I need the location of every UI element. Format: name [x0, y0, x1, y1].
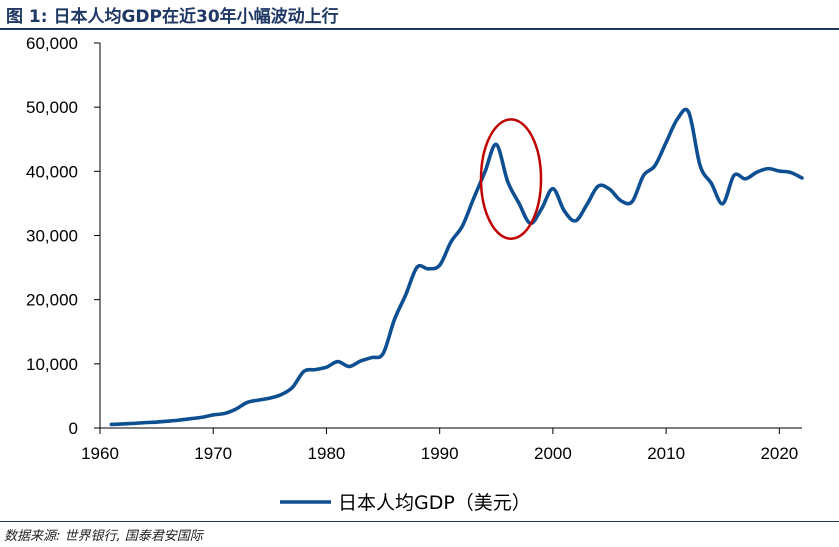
data-point-2014	[709, 181, 713, 185]
data-point-2021	[789, 170, 793, 174]
data-point-2017	[743, 177, 747, 181]
data-point-2020	[777, 169, 781, 173]
data-point-1993	[472, 196, 476, 200]
x-tick-label: 1960	[81, 444, 119, 463]
data-point-1979	[313, 368, 317, 372]
data-point-1968	[189, 417, 193, 421]
data-point-1997	[517, 201, 521, 205]
data-point-1986	[392, 318, 396, 322]
data-point-1964	[143, 421, 147, 425]
series-line-0	[109, 107, 804, 427]
data-point-1969	[200, 415, 204, 419]
data-point-2009	[653, 164, 657, 168]
data-point-1972	[234, 407, 238, 411]
data-point-2006	[619, 199, 623, 203]
legend: 日本人均GDP（美元）	[280, 492, 531, 514]
data-point-1963	[132, 421, 136, 425]
data-point-2008	[641, 174, 645, 178]
y-axis: 0 10,000 20,000 30,000 40,000 50,000 60,000	[26, 34, 101, 438]
data-point-1980	[324, 365, 328, 369]
data-point-2018	[755, 170, 759, 174]
x-tick-label: 2010	[647, 444, 685, 463]
data-point-2019	[766, 167, 770, 171]
annotation-group	[479, 118, 543, 240]
data-point-1962	[121, 422, 125, 426]
data-point-1985	[381, 352, 385, 356]
data-point-2012	[687, 110, 691, 114]
y-tick-label: 30,000	[26, 227, 78, 246]
data-point-1991	[449, 240, 453, 244]
data-point-1982	[347, 365, 351, 369]
data-point-2003	[585, 203, 589, 207]
x-tick-label: 1980	[308, 444, 346, 463]
x-tick-label: 1970	[194, 444, 232, 463]
legend-label: 日本人均GDP（美元）	[338, 492, 531, 514]
data-point-1989	[426, 267, 430, 271]
series-group	[109, 107, 804, 427]
source-divider	[0, 521, 839, 522]
data-point-1984	[370, 356, 374, 360]
data-point-2015	[721, 202, 725, 206]
data-point-2002	[574, 219, 578, 223]
data-point-2011	[675, 117, 679, 121]
data-point-1999	[540, 207, 544, 211]
x-tick-label: 2020	[760, 444, 798, 463]
data-point-2022	[800, 176, 804, 180]
data-point-2016	[732, 173, 736, 177]
data-point-1965	[155, 420, 159, 424]
data-point-1976	[279, 393, 283, 397]
y-tick-label: 40,000	[26, 162, 78, 181]
highlight-ellipse	[479, 118, 543, 240]
y-tick-label: 50,000	[26, 98, 78, 117]
data-point-1961	[109, 422, 113, 426]
data-point-2005	[608, 187, 612, 191]
data-point-1973	[245, 400, 249, 404]
x-axis: 1960 1970 1980 1990 2000 2010 2020	[81, 427, 802, 463]
data-point-1992	[460, 224, 464, 228]
y-tick-label: 60,000	[26, 34, 78, 53]
x-tick-label: 1990	[421, 444, 459, 463]
data-point-1966	[166, 419, 170, 423]
x-tick-label: 2000	[534, 444, 572, 463]
data-point-2013	[698, 164, 702, 168]
y-tick-label: 0	[69, 419, 78, 438]
data-point-1971	[223, 411, 227, 415]
data-point-1974	[257, 398, 261, 402]
data-point-1977	[290, 385, 294, 389]
title-divider	[0, 28, 839, 30]
data-point-1981	[336, 360, 340, 364]
data-point-1996	[506, 179, 510, 183]
data-point-1995	[494, 142, 498, 146]
data-point-1983	[358, 359, 362, 363]
data-point-2001	[562, 209, 566, 213]
data-point-1970	[211, 413, 215, 417]
y-tick-label: 20,000	[26, 291, 78, 310]
data-point-1994	[483, 170, 487, 174]
data-point-1975	[268, 396, 272, 400]
data-point-1967	[177, 418, 181, 422]
data-point-1987	[404, 293, 408, 297]
data-point-2010	[664, 140, 668, 144]
data-point-2007	[630, 200, 634, 204]
data-point-2000	[551, 187, 555, 191]
figure-title: 图 1: 日本人均GDP在近30年小幅波动上行	[6, 7, 339, 27]
data-point-1990	[438, 263, 442, 267]
data-point-2004	[596, 184, 600, 188]
data-point-1988	[415, 265, 419, 269]
y-tick-label: 10,000	[26, 355, 78, 374]
source-note: 数据来源: 世界银行, 国泰君安国际	[4, 529, 203, 544]
data-point-1978	[302, 369, 306, 373]
